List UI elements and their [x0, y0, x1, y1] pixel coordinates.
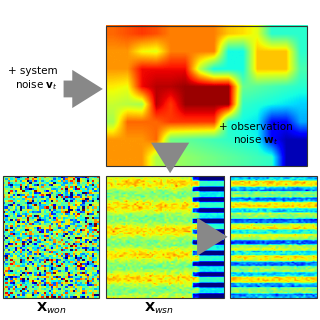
Bar [106, 26, 307, 166]
Bar [106, 176, 224, 298]
Text: $\mathbf{X}_{wsn}$: $\mathbf{X}_{wsn}$ [144, 301, 174, 316]
Bar [230, 176, 317, 298]
Bar [3, 176, 99, 298]
Text: + system
noise $\mathbf{v}_t$: + system noise $\mathbf{v}_t$ [8, 67, 58, 92]
Text: $\mathbf{X}_{won}$: $\mathbf{X}_{won}$ [36, 301, 67, 316]
Text: + observation
noise $\mathbf{w}_t$: + observation noise $\mathbf{w}_t$ [220, 122, 293, 147]
